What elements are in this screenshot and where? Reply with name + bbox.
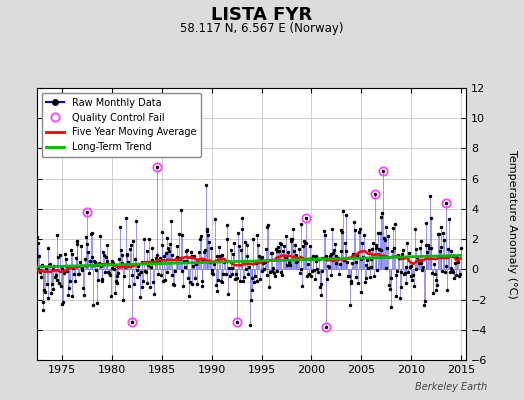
- Legend: Raw Monthly Data, Quality Control Fail, Five Year Moving Average, Long-Term Tren: Raw Monthly Data, Quality Control Fail, …: [41, 93, 201, 157]
- Text: 58.117 N, 6.567 E (Norway): 58.117 N, 6.567 E (Norway): [180, 22, 344, 35]
- Text: LISTA FYR: LISTA FYR: [211, 6, 313, 24]
- Text: Berkeley Earth: Berkeley Earth: [415, 382, 487, 392]
- Y-axis label: Temperature Anomaly (°C): Temperature Anomaly (°C): [507, 150, 517, 298]
